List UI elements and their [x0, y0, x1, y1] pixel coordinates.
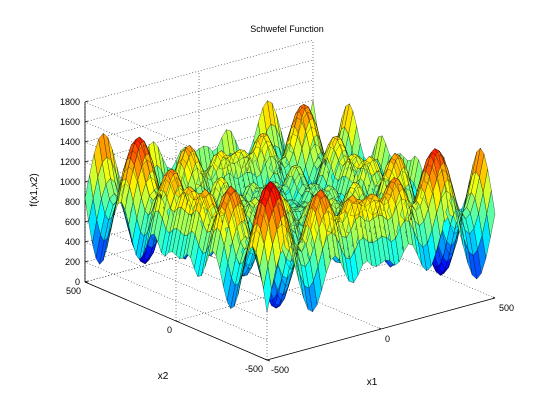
x-axis-label: x1 [367, 377, 378, 388]
z-tick-label: 800 [65, 197, 80, 207]
z-tick-mark [84, 240, 89, 243]
z-tick-mark [84, 160, 89, 163]
z-tick-label: 0 [75, 277, 80, 287]
grid-line [84, 159, 314, 223]
x2-tick-label: 0 [167, 325, 172, 335]
grid-line [175, 258, 405, 322]
z-tick-mark [84, 140, 89, 143]
z-tick-label: 400 [65, 237, 80, 247]
grid-line [84, 199, 314, 263]
z-tick-label: 200 [65, 257, 80, 267]
grid-line [84, 261, 268, 341]
x2-tick-mark [175, 320, 180, 323]
grid-line [84, 241, 268, 321]
z-tick-label: 1400 [60, 137, 80, 147]
surface-mesh [84, 100, 496, 313]
x1-tick-label: 500 [499, 303, 514, 313]
z-tick-mark [84, 220, 89, 223]
tick-labels: -5000500-5000500020040060080010001200140… [60, 97, 514, 375]
x2-tick-label: -500 [245, 364, 263, 374]
surface-patch [486, 190, 496, 238]
chart-title: Schwefel Function [250, 24, 324, 34]
grid-line [84, 219, 314, 283]
grid-line [84, 59, 314, 123]
grid-line [84, 99, 314, 163]
z-axis-label: f(x1,x2) [29, 173, 40, 206]
z-tick-mark [84, 180, 89, 183]
z-tick-mark [84, 120, 89, 123]
z-tick-label: 1800 [60, 97, 80, 107]
grid-line [84, 79, 314, 143]
z-tick-mark [84, 100, 89, 103]
grid-line [84, 179, 314, 243]
x1-tick-label: -500 [271, 365, 289, 375]
x1-tick-mark [264, 358, 268, 361]
z-tick-mark [84, 260, 89, 263]
y-axis-label: x2 [158, 371, 169, 382]
grid-line [84, 39, 314, 103]
x1-tick-mark [492, 296, 496, 299]
z-tick-label: 600 [65, 217, 80, 227]
axes-box [84, 100, 496, 362]
x1-tick-mark [378, 327, 382, 330]
x2-tick-label: 500 [66, 286, 81, 296]
x1-tick-label: 0 [385, 334, 390, 344]
z-tick-label: 1000 [60, 177, 80, 187]
z-tick-mark [84, 280, 89, 283]
z-tick-label: 1600 [60, 117, 80, 127]
x2-tick-mark [266, 359, 271, 362]
z-tick-label: 1200 [60, 157, 80, 167]
